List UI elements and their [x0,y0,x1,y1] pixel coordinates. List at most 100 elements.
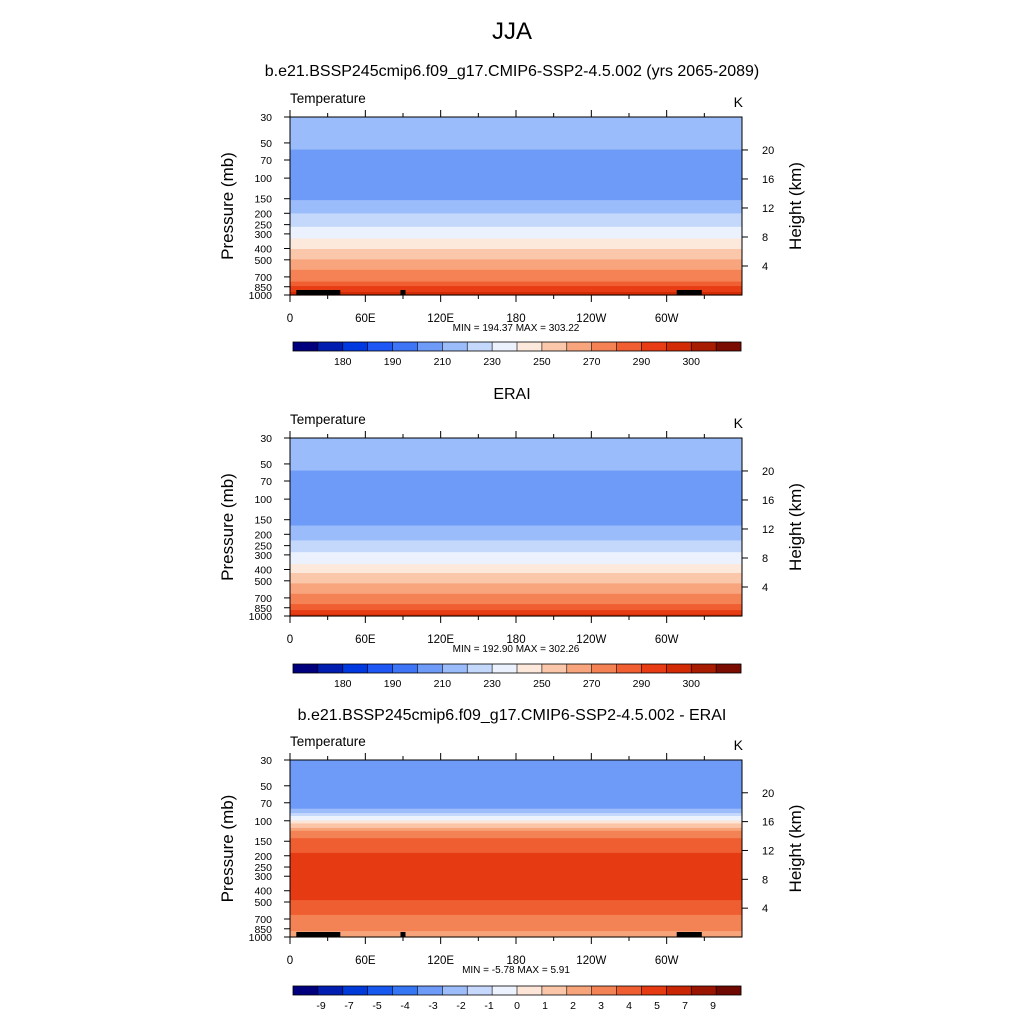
x-tick-label: 120W [576,634,606,646]
y-tick-label: 300 [254,550,272,562]
y-tick-label: 850 [254,282,272,294]
topography-mask [676,932,702,937]
colorbar-box [616,342,642,351]
contour-band [290,249,742,260]
colorbar-box [417,342,443,351]
topography-mask [400,290,406,295]
colorbar-box [591,986,617,995]
y-tick-label: 30 [260,112,272,124]
colorbar-box [442,986,468,995]
colorbar-label: 180 [334,678,352,690]
x-tick-label: 60E [355,313,376,325]
y2-tick-label: 20 [762,788,774,800]
colorbar-label: 1 [542,1000,548,1012]
contour-band [290,830,742,839]
colorbar-box [541,342,568,351]
panel-1: 3050701001502002503004005007008501000201… [218,91,805,368]
colorbar-box [716,342,742,351]
colorbar-label: 270 [583,356,601,368]
contour-band [290,838,742,854]
contour-band [290,552,742,565]
y2-tick-label: 8 [762,232,768,244]
figure-title: JJA [491,18,532,45]
y-tick-label: 70 [260,798,272,810]
contour-band [290,604,742,611]
y-axis-title: Pressure (mb) [218,152,237,260]
contour-band [290,540,742,553]
colorbar-box [492,342,518,351]
colorbar-label: 290 [633,356,651,368]
y-tick-label: 50 [260,781,272,793]
x-tick-label: 120W [576,313,606,325]
colorbar-box [541,664,568,673]
y-tick-label: 500 [254,576,272,588]
temperature-field [290,117,742,296]
contour-band [290,931,742,938]
colorbar-box [517,342,543,351]
y2-tick-label: 16 [762,495,774,507]
colorbar-box [566,986,592,995]
y2-tick-label: 16 [762,174,774,186]
x-tick-label: 180 [506,955,525,967]
x-tick-label: 0 [287,313,293,325]
colorbar-box [392,342,418,351]
y-tick-label: 150 [254,836,272,848]
contour-band [290,808,742,814]
y-tick-label: 250 [254,220,272,232]
y2-tick-label: 20 [762,145,774,157]
topography-mask [327,290,341,295]
y-tick-label: 150 [254,515,272,527]
contour-band [290,610,742,616]
colorbar-box [293,664,319,673]
variable-label: Temperature [290,91,366,106]
y-tick-label: 1000 [249,932,273,944]
colorbar-label: -3 [428,1000,437,1012]
topography-mask [676,290,702,295]
y-tick-label: 1000 [249,290,273,302]
y2-tick-label: 8 [762,553,768,565]
colorbar-label: 7 [682,1000,688,1012]
y-tick-label: 70 [260,476,272,488]
contour-band [290,470,742,527]
colorbar-label: 250 [533,678,551,690]
colorbar-box [591,664,617,673]
colorbar-frame [292,341,742,352]
min-max-stats: MIN = 192.90 MAX = 302.26 [453,644,580,655]
units-label: K [734,415,744,431]
colorbar-box [691,342,717,351]
min-max-stats: MIN = -5.78 MAX = 5.91 [462,965,570,976]
contour-band [290,852,742,901]
contour-band [290,914,742,932]
variable-label: Temperature [290,412,366,427]
x-tick-label: 60E [355,955,376,967]
units-label: K [734,94,744,110]
y2-axis-title: Height (km) [786,483,805,571]
y-tick-label: 500 [254,897,272,909]
y-tick-label: 1000 [249,611,273,623]
colorbar-label: 290 [633,678,651,690]
colorbar-box [367,986,393,995]
colorbar-box [317,986,344,995]
colorbar-label: -7 [344,1000,353,1012]
colorbar-label: 180 [334,356,352,368]
contour-band [290,813,742,817]
colorbar-box [566,664,592,673]
contour-band [290,820,742,824]
colorbar-frame [292,663,742,674]
contour-band [290,816,742,821]
y-tick-label: 300 [254,871,272,883]
colorbar-box [467,986,493,995]
colorbar-box [342,664,368,673]
y2-tick-label: 20 [762,466,774,478]
y2-tick-label: 4 [762,582,768,594]
y-tick-label: 400 [254,243,272,255]
y-tick-label: 200 [254,208,272,220]
y-tick-label: 30 [260,433,272,445]
colorbar-box [541,986,568,995]
y-tick-label: 700 [254,593,272,605]
colorbar-box [467,664,493,673]
y-tick-label: 250 [254,541,272,553]
colorbar-box [442,342,468,351]
colorbar-box [293,986,319,995]
colorbar-box [716,664,742,673]
